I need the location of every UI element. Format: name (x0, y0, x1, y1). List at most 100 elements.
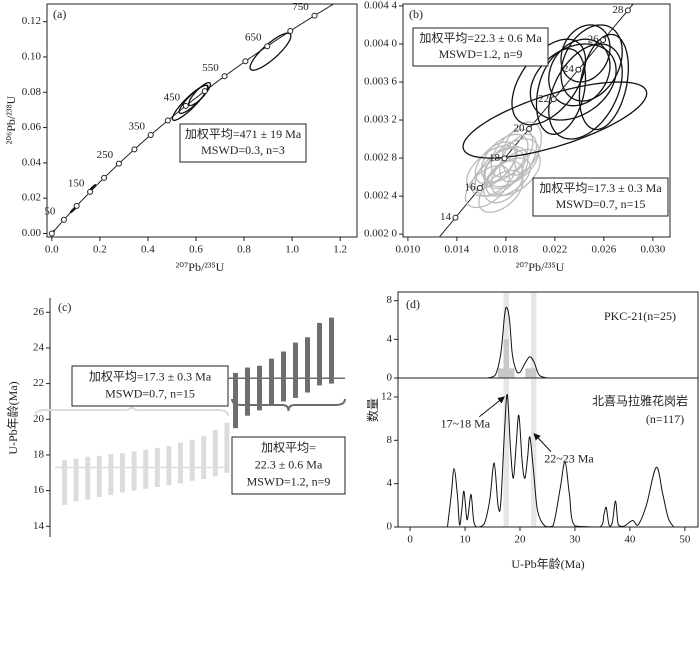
y-tick-label: 0.02 (22, 192, 41, 204)
y-tick-label: 20 (33, 413, 45, 425)
concordia-marker (73, 202, 80, 209)
age-band (503, 378, 509, 527)
age-band (503, 292, 509, 378)
arrow-label: 17~18 Ma (441, 417, 491, 431)
x-tick-label: 50 (679, 534, 691, 546)
error-bar (73, 458, 79, 502)
x-tick-label: 30 (569, 534, 581, 546)
error-ellipse (249, 32, 292, 71)
concordia-label: 22 (538, 93, 549, 105)
concordia-label: 150 (68, 177, 85, 189)
histogram-bar (498, 368, 504, 378)
x-tick-label: 10 (460, 534, 472, 546)
annotation: 加权平均=471 ± 19 Ma (185, 127, 302, 141)
x-tick-label: 0 (407, 534, 413, 546)
x-axis-label: U-Pb年龄(Ma) (511, 557, 584, 571)
annotation: MSWD=1.2, n=9 (247, 474, 331, 488)
concordia-label: 20 (514, 122, 526, 134)
y-tick-label: 26 (33, 306, 45, 318)
annotation: MSWD=1.2, n=9 (439, 47, 523, 61)
concordia-marker (182, 102, 189, 109)
concordia-label: 50 (44, 205, 56, 217)
error-bar (154, 447, 160, 488)
annotation-box (71, 365, 229, 407)
concordia-marker (337, 0, 342, 3)
y-tick-label: 22 (33, 377, 44, 389)
x-tick-label: 1.0 (285, 244, 299, 256)
concordia-label: 28 (612, 4, 624, 16)
concordia-label: 250 (97, 149, 114, 161)
plot-frame (397, 291, 699, 379)
error-ellipse (578, 33, 630, 131)
concordia-marker (147, 131, 154, 138)
arrow-label: 22~23 Ma (544, 451, 594, 465)
error-bar (178, 442, 183, 484)
panel-label: (b) (409, 7, 423, 21)
concordia-label: 350 (128, 121, 145, 133)
plot-area (438, 4, 648, 237)
concordia-marker (550, 96, 557, 103)
concordia-marker (501, 155, 508, 162)
concordia-marker (48, 230, 55, 237)
x-tick-label: 0.8 (237, 244, 251, 256)
concordia-marker (101, 174, 108, 181)
x-tick-label: 0.0 (45, 244, 59, 256)
annotation-box (231, 436, 346, 495)
error-bar (269, 358, 274, 406)
error-bar (329, 317, 334, 384)
kde-curve (486, 306, 548, 379)
annotation: 加权平均=17.3 ± 0.3 Ma (89, 369, 212, 383)
error-ellipse (490, 128, 534, 178)
brace (231, 398, 346, 412)
panel-label: (a) (53, 7, 66, 21)
concordia-marker (311, 12, 318, 19)
error-bar (245, 367, 250, 416)
x-tick-label: 0.018 (494, 244, 519, 256)
concordia-marker (624, 7, 631, 14)
kde-curve (446, 394, 675, 528)
x-tick-label: 20 (514, 534, 526, 546)
y-tick-label: 0.06 (22, 121, 42, 133)
error-bar (85, 456, 91, 500)
error-ellipse (483, 160, 524, 204)
error-bar (317, 322, 322, 386)
x-tick-label: 0.030 (640, 244, 665, 256)
y-axis-label: ²⁰⁶Pb/²³⁸U (4, 95, 18, 144)
y-tick-label: 0.004 0 (364, 37, 398, 49)
annotation: 加权平均= (261, 440, 316, 454)
concordia-marker (201, 88, 208, 95)
sample-label: PKC-21(n=25) (604, 309, 676, 323)
error-bar (143, 449, 149, 489)
y-axis-label: 数量 (365, 398, 380, 422)
y-tick-label: 0.04 (22, 156, 42, 168)
concordia-label: 18 (489, 152, 501, 164)
plot-frame (46, 3, 358, 238)
annotation: 加权平均=17.3 ± 0.3 Ma (539, 181, 662, 195)
concordia-marker (221, 73, 228, 80)
panel-label: (c) (58, 300, 71, 314)
concordia-label: 24 (563, 63, 575, 75)
x-tick-label: 0.2 (93, 244, 107, 256)
y-tick-label: 0.08 (22, 86, 42, 98)
concordia-marker (264, 43, 271, 50)
histogram-bar (508, 368, 515, 378)
annotation: MSWD=0.7, n=15 (556, 197, 646, 211)
error-ellipse (511, 38, 587, 126)
x-tick-label: 40 (624, 534, 636, 546)
x-tick-label: 0.010 (396, 244, 421, 256)
x-tick-label: 1.2 (333, 244, 347, 256)
concordia-label: 650 (245, 32, 262, 44)
concordia-marker (164, 117, 171, 124)
arrow (533, 433, 552, 452)
histogram-bar (530, 368, 537, 378)
y-tick-label: 0.004 4 (364, 0, 398, 11)
concordia-curve (438, 4, 634, 237)
y-tick-label: 8 (387, 434, 393, 446)
y-tick-label: 4 (387, 333, 393, 345)
concordia-label: 550 (202, 62, 219, 74)
y-tick-label: 0.002 4 (364, 190, 398, 202)
concordia-marker (131, 146, 138, 153)
histogram-bar (503, 339, 509, 378)
y-tick-label: 8 (387, 294, 393, 306)
